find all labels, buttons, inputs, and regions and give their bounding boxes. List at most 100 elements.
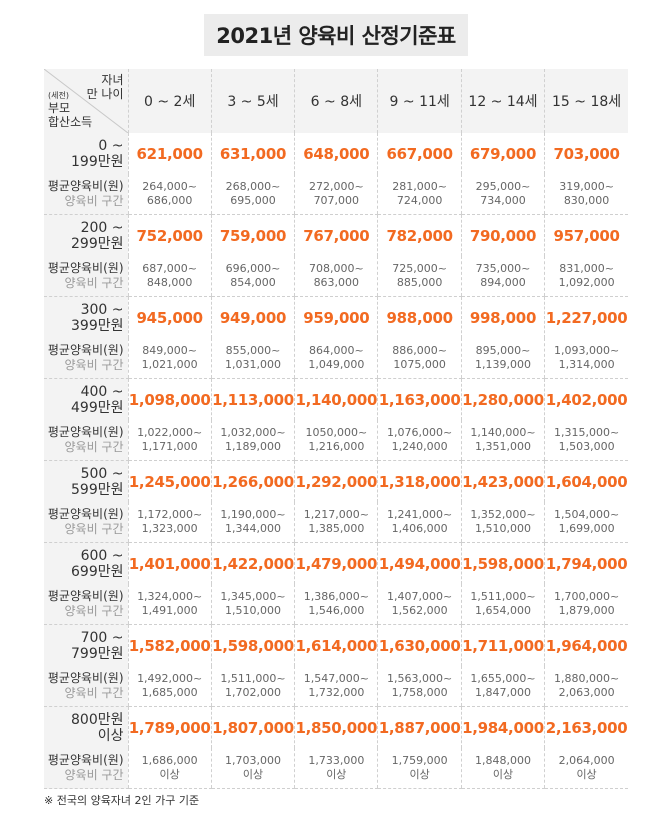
range-min: 1,655,000~: [470, 672, 536, 685]
average-cost-cell: 1,266,000: [210, 460, 295, 502]
range-min: 1,241,000~: [387, 508, 453, 521]
column-header: 6 ~ 8세: [294, 69, 378, 133]
range-min: 319,000~: [559, 180, 614, 193]
cost-range-cell: 1,563,000~ 1,758,000: [377, 666, 462, 707]
average-cost-value: 1,789,000: [128, 719, 211, 737]
cost-range-label: 양육비 구간: [64, 194, 124, 208]
average-cost-cell: 988,000: [377, 296, 462, 338]
range-min: 1,407,000~: [387, 590, 453, 603]
income-range-line1: 700 ~: [80, 629, 124, 646]
range-min: 1,324,000~: [137, 590, 203, 603]
range-min: 1,547,000~: [303, 672, 369, 685]
income-range-label: 400 ~499만원: [44, 378, 128, 420]
average-cost-label: 평균양육비(원): [47, 261, 124, 275]
average-cost-cell: 1,887,000: [377, 706, 462, 748]
average-cost-value: 648,000: [303, 145, 370, 163]
cost-range-label: 양육비 구간: [64, 686, 124, 700]
income-range-line2: 299만원: [71, 235, 124, 252]
sub-label: 평균양육비(원) 양육비 구간: [44, 584, 128, 625]
range-min: 1,022,000~: [137, 426, 203, 439]
range-min: 895,000~: [475, 344, 531, 357]
cost-range-cell: 1,407,000~ 1,562,000: [377, 584, 462, 625]
range-min: 1,504,000~: [553, 508, 620, 521]
average-cost-cell: 945,000: [127, 296, 212, 338]
average-cost-value: 759,000: [219, 227, 287, 245]
range-min: 1,190,000~: [220, 508, 286, 521]
range-max: 2,063,000: [558, 686, 615, 699]
average-cost-cell: 1,614,000: [294, 624, 378, 666]
range-min: 708,000~: [308, 262, 364, 275]
page-title: 2021년 양육비 산정기준표: [204, 14, 468, 56]
average-cost-value: 1,850,000: [295, 719, 378, 737]
income-range-line1: 200 ~: [80, 219, 124, 236]
cost-range-cell: 1,759,000 이상: [377, 748, 462, 789]
income-range-line1: 400 ~: [80, 383, 124, 400]
range-min: 1,759,000: [391, 754, 448, 767]
income-row-average: 0 ~199만원 621,000 631,000 648,000 667,000 679,…: [44, 133, 628, 174]
range-max: 이상: [326, 768, 347, 781]
cost-range-cell: 1,386,000~ 1,546,000: [294, 584, 378, 625]
average-cost-value: 752,000: [136, 227, 204, 245]
cost-range-cell: 1,315,000~ 1,503,000: [544, 420, 628, 461]
range-max: 1075,000: [393, 358, 446, 371]
range-min: 1,511,000~: [470, 590, 536, 603]
cost-range-cell: 1050,000~ 1,216,000: [294, 420, 378, 461]
range-max: 724,000: [396, 194, 443, 207]
income-range-line2: 199만원: [71, 153, 124, 170]
income-row-average: 600 ~699만원 1,401,000 1,422,000 1,479,000 1,4…: [44, 542, 628, 584]
income-row-average: 200 ~299만원 752,000 759,000 767,000 782,000 79…: [44, 214, 628, 256]
column-header: 3 ~ 5세: [210, 69, 295, 133]
cost-range-cell: 1,190,000~ 1,344,000: [210, 502, 295, 543]
range-max: 734,000: [480, 194, 526, 207]
child-age-label: 자녀 만 나이: [87, 73, 124, 101]
average-cost-label: 평균양육비(원): [47, 425, 124, 439]
cost-range-cell: 295,000~ 734,000: [460, 174, 545, 215]
column-header: 15 ~ 18세: [544, 69, 628, 133]
average-cost-value: 621,000: [136, 145, 204, 163]
child-support-table: 자녀 만 나이 (세전) 부모 합산소득 0 ~ 2세 3 ~ 5세 6 ~ 8…: [44, 69, 628, 789]
cost-range-cell: 1,880,000~ 2,063,000: [544, 666, 628, 707]
income-row-range: 평균양육비(원) 양육비 구간 264,000~ 686,000 268,000~ 695…: [44, 174, 628, 215]
average-cost-value: 959,000: [303, 309, 370, 327]
cost-range-cell: 1,022,000~ 1,171,000: [127, 420, 212, 461]
average-cost-cell: 1,113,000: [210, 378, 295, 420]
range-max: 863,000: [313, 276, 360, 289]
header-row: 자녀 만 나이 (세전) 부모 합산소득 0 ~ 2세 3 ~ 5세 6 ~ 8…: [44, 69, 628, 133]
range-min: 886,000~: [392, 344, 447, 357]
range-max: 1,546,000: [308, 604, 365, 617]
cost-range-cell: 831,000~ 1,092,000: [544, 256, 628, 297]
cost-range-cell: 1,492,000~ 1,685,000: [127, 666, 212, 707]
range-min: 1,733,000: [308, 754, 365, 767]
range-min: 855,000~: [225, 344, 281, 357]
range-min: 696,000~: [225, 262, 281, 275]
cost-range-cell: 1,511,000~ 1,654,000: [460, 584, 545, 625]
cost-range-cell: 1,032,000~ 1,189,000: [210, 420, 295, 461]
range-max: 1,685,000: [141, 686, 198, 699]
range-max: 830,000: [563, 194, 610, 207]
average-cost-value: 1,794,000: [545, 555, 628, 573]
average-cost-label: 평균양육비(원): [47, 753, 124, 767]
parent-income-label: (세전) 부모 합산소득: [48, 91, 92, 129]
range-max: 1,139,000: [474, 358, 531, 371]
cost-range-cell: 1,700,000~ 1,879,000: [544, 584, 628, 625]
range-min: 735,000~: [475, 262, 531, 275]
range-min: 1,563,000~: [387, 672, 453, 685]
average-cost-cell: 759,000: [210, 214, 295, 256]
range-max: 1,702,000: [225, 686, 281, 699]
average-cost-value: 949,000: [219, 309, 287, 327]
corner-header: 자녀 만 나이 (세전) 부모 합산소득: [44, 69, 128, 133]
range-min: 1,140,000~: [470, 426, 536, 439]
range-max: 1,879,000: [558, 604, 615, 617]
average-cost-value: 1,598,000: [462, 555, 544, 573]
average-cost-value: 1,292,000: [295, 473, 378, 491]
average-cost-value: 2,163,000: [545, 719, 628, 737]
average-cost-value: 1,964,000: [545, 637, 628, 655]
average-cost-value: 1,598,000: [212, 637, 294, 655]
average-cost-cell: 1,598,000: [210, 624, 295, 666]
range-max: 이상: [576, 768, 597, 781]
average-cost-cell: 752,000: [127, 214, 212, 256]
cost-range-cell: 1,848,000 이상: [460, 748, 545, 789]
cost-range-label: 양육비 구간: [64, 604, 124, 618]
sub-label: 평균양육비(원) 양육비 구간: [44, 338, 128, 379]
average-cost-cell: 957,000: [544, 214, 628, 256]
